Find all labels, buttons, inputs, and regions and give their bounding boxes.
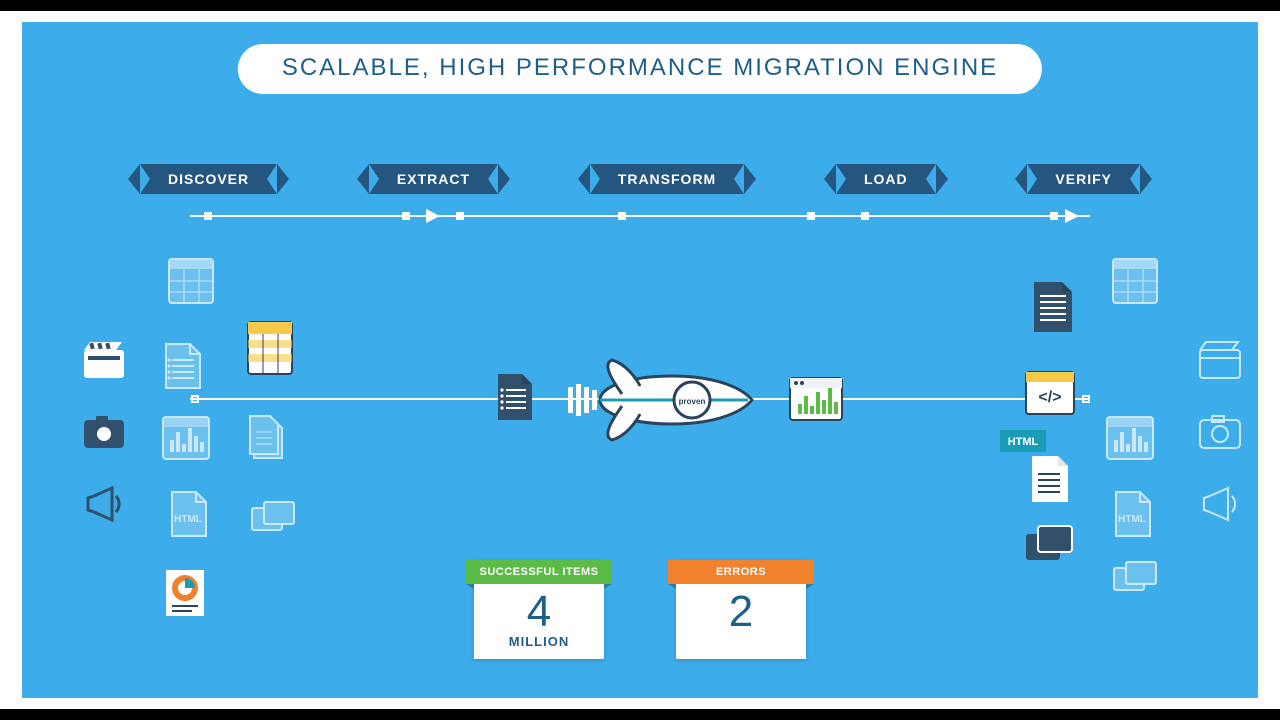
chart-tile-icon [162,416,210,460]
screens-navy-icon [1024,524,1074,566]
svg-text:</>: </> [1038,389,1061,406]
camera-icon [1198,414,1242,450]
chart-tile-icon [1106,416,1154,460]
stage-ribbon: DISCOVER [140,164,277,194]
errors-value: 2 [676,590,806,634]
letterbox-top [0,0,1280,11]
stats-row: SUCCESSFUL ITEMS 4 MILLION ERRORS 2 [474,560,806,659]
screens-icon [250,500,296,540]
page-title: SCALABLE, HIGH PERFORMANCE MIGRATION ENG… [238,44,1042,94]
html-doc-icon: HTML [168,490,208,538]
letterbox-bottom [0,709,1280,720]
svg-text:proven: proven [679,397,706,406]
successful-items-label: SUCCESSFUL ITEMS [466,560,612,584]
lines-doc-icon [1030,280,1074,334]
timeline-dot [402,212,410,220]
stage-ribbon: VERIFY [1027,164,1140,194]
timeline-arrow-icon [1065,209,1079,223]
megaphone-icon [1198,484,1242,524]
clapper-icon [1198,340,1242,380]
flow-output-chart-icon [788,376,844,422]
table-icon [1112,258,1158,304]
flow-input-doc-icon [494,372,534,422]
list-doc-icon [162,342,202,390]
timeline-dot [456,212,464,220]
stage-timeline [190,215,1090,217]
successful-items-unit: MILLION [474,634,604,649]
timeline-dot [618,212,626,220]
errors-label: ERRORS [668,560,814,584]
flow-endpoint [1082,395,1090,403]
successful-items-value: 4 [474,590,604,634]
rocket-icon: proven [552,350,762,450]
canvas: SCALABLE, HIGH PERFORMANCE MIGRATION ENG… [0,0,1280,720]
megaphone-icon [82,484,126,524]
donut-doc-icon [164,568,206,618]
lines-doc2-icon [1028,454,1070,504]
stage-ribbon: LOAD [836,164,936,194]
timeline-dot [861,212,869,220]
stage-ribbon: TRANSFORM [590,164,744,194]
svg-text:HTML: HTML [1008,436,1039,448]
table-icon [168,258,214,304]
table-yellow-icon [246,320,294,376]
svg-text:HTML: HTML [1118,514,1146,525]
screens-icon [1112,560,1158,600]
clapper-icon [82,340,126,380]
stage-ribbon: EXTRACT [369,164,498,194]
stage-row: DISCOVER EXTRACT TRANSFORM LOAD VERIFY [140,164,1140,194]
timeline-dot [204,212,212,220]
flow-endpoint [191,395,199,403]
docs-stack-icon [246,414,288,464]
camera-icon [82,414,126,450]
timeline-arrow-icon [426,209,440,223]
code-tile-icon: </> [1024,370,1076,416]
html-badge-icon: HTML [1000,430,1046,452]
timeline-dot [807,212,815,220]
html-doc-icon: HTML [1112,490,1152,538]
successful-items-card: SUCCESSFUL ITEMS 4 MILLION [474,560,604,659]
timeline-dot [1050,212,1058,220]
errors-card: ERRORS 2 [676,560,806,659]
svg-text:HTML: HTML [174,514,202,525]
